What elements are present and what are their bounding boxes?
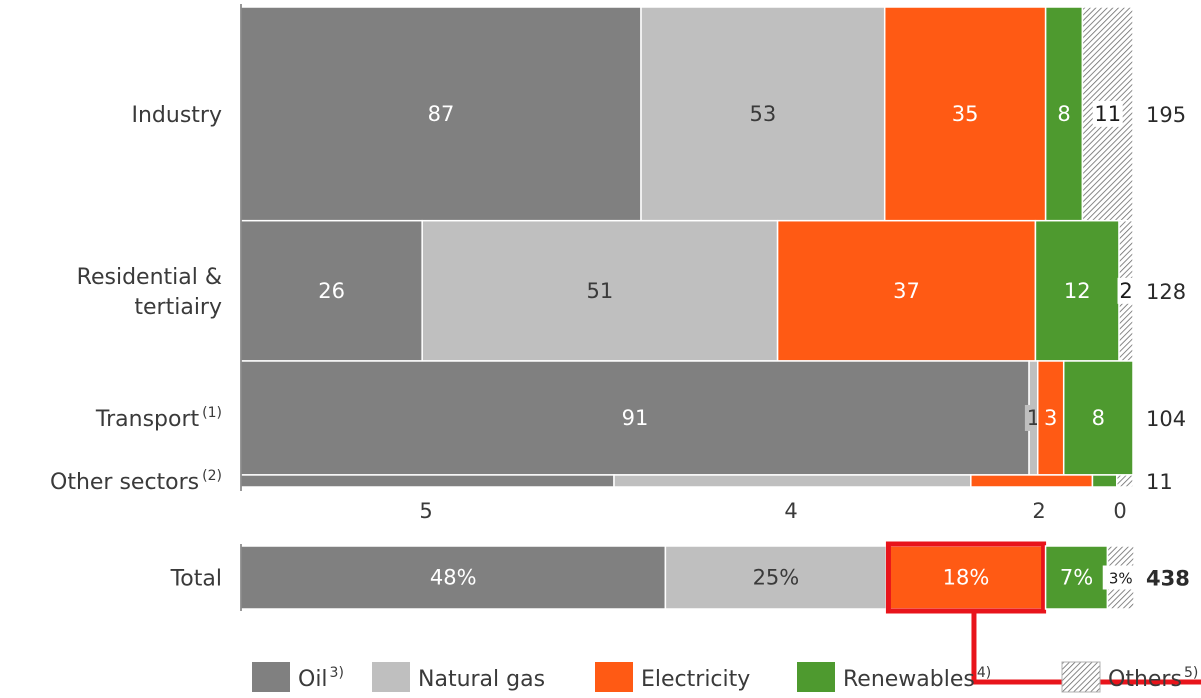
legend-swatch-renewables (797, 662, 835, 692)
bar-other-sectors-natural-gas (613, 474, 972, 488)
x-tick-label: 4 (784, 499, 797, 523)
legend-swatch-natural-gas (372, 662, 410, 692)
total-share-label: 3% (1109, 570, 1133, 588)
data-label-box (1092, 100, 1123, 127)
legend-swatch-others (1061, 661, 1101, 693)
sector-total: 128 (1146, 280, 1186, 304)
total-share-label: 18% (943, 566, 990, 590)
category-labels: Industry Residential & tertiairy Transport(… (50, 103, 222, 495)
legend-label-electricity: Electricity (641, 667, 750, 692)
data-label-residential-others: 2 (1119, 279, 1132, 303)
sector-totals: 195 128 104 11 (1146, 103, 1186, 494)
data-label-box (1102, 565, 1139, 590)
bar-residential-electricity (776, 219, 1037, 362)
highlight-box (885, 541, 1047, 614)
total-share-label: 25% (753, 566, 800, 590)
x-tick-label: 0 (1113, 499, 1126, 523)
highlight-connector (971, 611, 1201, 685)
x-tick-label: 2 (1032, 499, 1045, 523)
bar-transport-oil (240, 360, 1030, 476)
data-label-industry-others: 11 (1094, 102, 1121, 126)
sector-total: 104 (1146, 407, 1186, 431)
sector-bars: 87 53 35 8 11 26 51 37 12 2 91 1 3 8 (240, 6, 1135, 488)
category-label: Transport (1) (95, 405, 222, 432)
data-label-industry-electricity: 35 (952, 102, 979, 126)
total-bar-oil (240, 545, 667, 610)
legend-swatch-electricity (595, 662, 633, 692)
legend-swatch-oil (252, 662, 290, 692)
bar-industry-electricity (883, 6, 1047, 222)
bar-residential-renewables (1034, 219, 1120, 362)
grand-total: 438 (1146, 567, 1190, 591)
total-share-label: 7% (1060, 566, 1093, 590)
category-label: Industry (132, 103, 223, 128)
bar-transport-renewables (1062, 360, 1134, 476)
total-bar-natural-gas (664, 545, 888, 610)
category-footnote: (2) (202, 468, 222, 484)
sector-total: 195 (1146, 103, 1186, 127)
x-tick-label: 5 (419, 499, 432, 523)
data-label-industry-renewables: 8 (1057, 102, 1070, 126)
data-label-industry-natural-gas: 53 (749, 102, 776, 126)
total-row-label: Total (170, 567, 222, 592)
data-label-residential-renewables: 12 (1064, 279, 1091, 303)
bar-industry-natural-gas (640, 6, 886, 222)
bar-industry-oil (240, 6, 642, 222)
data-label-residential-oil: 26 (318, 279, 345, 303)
bar-residential-natural-gas (421, 219, 779, 362)
total-share-label: 48% (430, 566, 477, 590)
bar-other-sectors-oil (240, 474, 615, 488)
bar-other-sectors-renewables (1091, 474, 1118, 488)
data-label-box (1117, 277, 1135, 304)
legend-label-oil: Oil 3) (298, 665, 344, 692)
data-label-residential-natural-gas: 51 (587, 279, 614, 303)
legend: Oil 3) Natural gas Electricity Renewables 4) O… (252, 661, 1198, 693)
category-label: Other sectors (2) (50, 468, 222, 495)
data-label-residential-electricity: 37 (893, 279, 920, 303)
legend-label-others: Others 5) (1108, 665, 1198, 692)
total-bar-renewables (1044, 545, 1109, 610)
x-axis: 5 4 2 0 (240, 4, 1127, 523)
bar-other-sectors-electricity (970, 474, 1094, 488)
data-label-transport-electricity: 3 (1044, 406, 1057, 430)
sector-total: 11 (1146, 470, 1173, 494)
category-label: Residential & (77, 265, 222, 290)
data-label-transport-oil: 91 (622, 406, 649, 430)
data-label-industry-oil: 87 (428, 102, 455, 126)
data-label-transport-natural-gas: 1 (1027, 406, 1040, 430)
data-label-transport-renewables: 8 (1092, 406, 1105, 430)
bar-other-sectors-others (1116, 474, 1134, 488)
total-row: 48% 25% 18% 7% 3% Total 438 (170, 541, 1201, 685)
legend-label-renewables: Renewables 4) (843, 665, 991, 692)
category-label: tertiairy (134, 295, 222, 320)
legend-label-natural-gas: Natural gas (418, 667, 545, 692)
category-footnote: (1) (202, 405, 222, 421)
